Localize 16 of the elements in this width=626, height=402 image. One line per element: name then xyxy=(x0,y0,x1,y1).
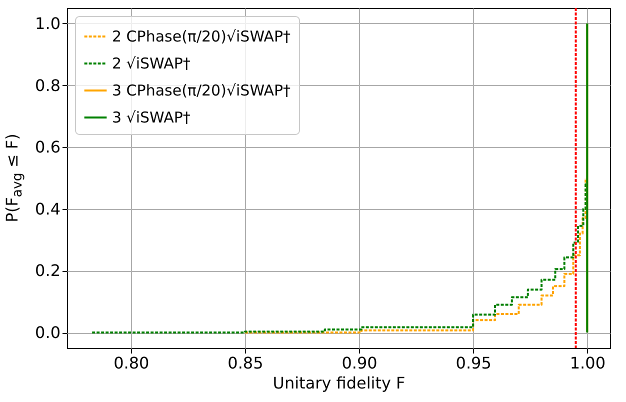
x-tick-label: 0.90 xyxy=(342,354,378,372)
x-axis-title: Unitary fidelity F xyxy=(272,374,406,392)
x-tick-label: 0.85 xyxy=(228,354,264,372)
y-tick-label: 0.2 xyxy=(35,261,60,280)
y-tick-label: 0.8 xyxy=(35,76,60,95)
y-tick-label: 0.0 xyxy=(35,323,60,342)
x-tick-label: 0.95 xyxy=(456,354,492,372)
x-tick-label: 1.00 xyxy=(570,354,606,372)
y-tick-label: 0.6 xyxy=(35,138,60,157)
y-tick-label: 0.4 xyxy=(35,199,60,218)
x-tick-label: 0.80 xyxy=(114,354,150,372)
legend-label: 3 CPhase(π/20)√iSWAP† xyxy=(112,82,292,100)
legend-label: 3 √iSWAP† xyxy=(112,108,191,126)
y-tick-label: 1.0 xyxy=(35,14,60,33)
legend-label: 2 √iSWAP† xyxy=(112,54,191,72)
legend-label: 2 CPhase(π/20)√iSWAP† xyxy=(112,28,292,46)
